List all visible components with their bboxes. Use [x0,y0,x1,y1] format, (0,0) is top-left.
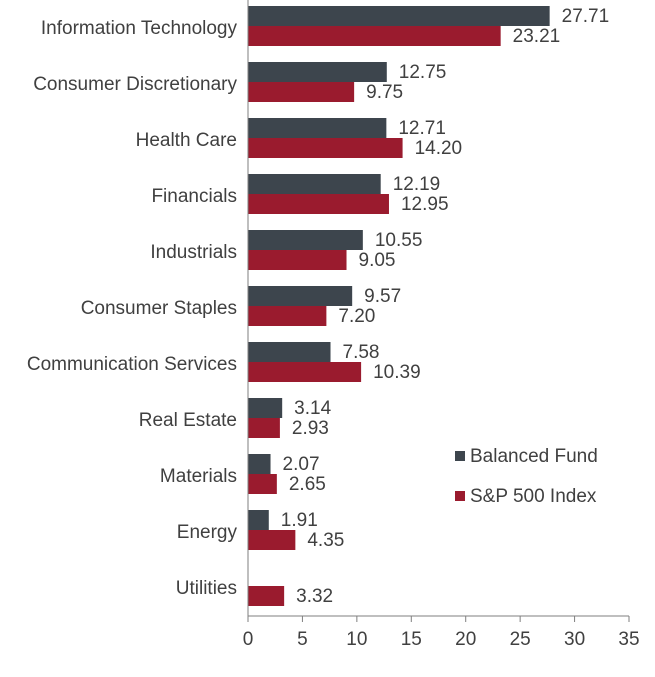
legend-swatch-sandp-500-index [455,491,465,501]
bar-sandp-500-index-consumer-staples [248,306,327,326]
bar-balanced-fund-consumer-discretionary [248,62,387,82]
category-label-real-estate: Real Estate [139,410,237,431]
category-label-information-technology: Information Technology [41,18,238,39]
value-label-sandp-500-index-health-care: 14.20 [415,138,463,159]
x-tick-label-0: 0 [243,629,254,650]
bar-balanced-fund-financials [248,174,381,194]
value-label-sandp-500-index-materials: 2.65 [289,474,326,495]
category-label-consumer-discretionary: Consumer Discretionary [33,74,237,95]
x-tick-label-15: 15 [401,629,422,650]
bar-sandp-500-index-energy [248,530,296,550]
value-label-sandp-500-index-real-estate: 2.93 [292,418,329,439]
value-label-sandp-500-index-consumer-discretionary: 9.75 [366,82,403,103]
value-label-sandp-500-index-utilities: 3.32 [296,586,333,607]
legend-swatch-balanced-fund [455,451,465,461]
category-label-financials: Financials [151,186,237,207]
bar-balanced-fund-energy [248,510,269,530]
category-labels: Information Technology Consumer Discretio… [27,18,238,599]
legend: Balanced Fund S&P 500 Index [455,446,598,507]
value-label-sandp-500-index-energy: 4.35 [307,530,344,551]
category-label-communication-services: Communication Services [27,354,237,375]
x-tick-label-35: 35 [618,629,639,650]
bar-sandp-500-index-financials [248,194,389,214]
bar-balanced-fund-information-technology [248,6,550,26]
value-label-sandp-500-index-consumer-staples: 7.20 [338,306,375,327]
value-label-balanced-fund-financials: 12.19 [393,174,441,195]
value-label-balanced-fund-health-care: 12.71 [398,118,446,139]
value-label-balanced-fund-real-estate: 3.14 [294,398,331,419]
category-label-utilities: Utilities [176,578,237,599]
category-label-industrials: Industrials [150,242,237,263]
bars-group [248,6,550,606]
value-label-balanced-fund-energy: 1.91 [281,510,318,531]
bar-balanced-fund-real-estate [248,398,283,418]
x-tick-label-30: 30 [564,629,585,650]
value-label-sandp-500-index-information-technology: 23.21 [513,26,561,47]
value-label-balanced-fund-information-technology: 27.71 [562,6,610,27]
bar-sandp-500-index-consumer-discretionary [248,82,355,102]
legend-label-sandp-500-index: S&P 500 Index [470,486,597,507]
bar-balanced-fund-industrials [248,230,363,250]
legend-label-balanced-fund: Balanced Fund [470,446,598,467]
bar-sandp-500-index-communication-services [248,362,362,382]
value-label-sandp-500-index-financials: 12.95 [401,194,449,215]
bar-balanced-fund-health-care [248,118,387,138]
bar-balanced-fund-consumer-staples [248,286,353,306]
bar-balanced-fund-materials [248,454,271,474]
bar-balanced-fund-communication-services [248,342,331,362]
value-label-sandp-500-index-industrials: 9.05 [359,250,396,271]
x-axis: 0 5 10 15 20 25 30 35 [243,0,640,650]
value-label-balanced-fund-consumer-discretionary: 12.75 [399,62,447,83]
value-label-balanced-fund-industrials: 10.55 [375,230,423,251]
value-label-balanced-fund-communication-services: 7.58 [343,342,380,363]
bar-sandp-500-index-industrials [248,250,347,270]
x-tick-label-5: 5 [297,629,308,650]
bar-sandp-500-index-information-technology [248,26,501,46]
x-tick-label-20: 20 [455,629,476,650]
x-tick-label-10: 10 [346,629,367,650]
bar-sandp-500-index-utilities [248,586,285,606]
x-tick-label-25: 25 [510,629,531,650]
bar-sandp-500-index-materials [248,474,277,494]
bar-sandp-500-index-real-estate [248,418,280,438]
value-label-balanced-fund-consumer-staples: 9.57 [364,286,401,307]
bar-sandp-500-index-health-care [248,138,403,158]
category-label-consumer-staples: Consumer Staples [81,298,237,319]
category-label-materials: Materials [160,466,237,487]
category-label-energy: Energy [177,522,238,543]
category-label-health-care: Health Care [136,130,237,151]
value-label-sandp-500-index-communication-services: 10.39 [373,362,421,383]
value-label-balanced-fund-materials: 2.07 [283,454,320,475]
